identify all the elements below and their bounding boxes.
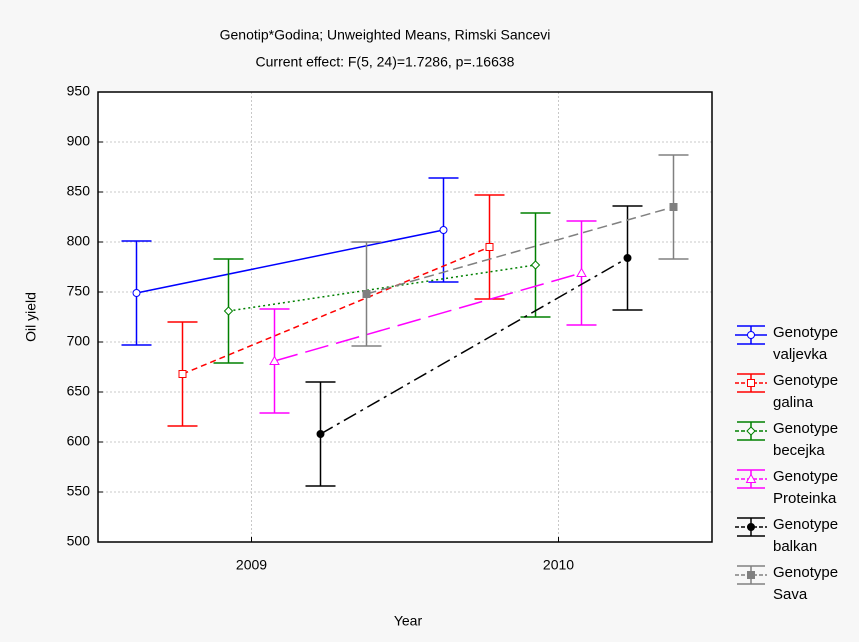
series-line — [274, 272, 582, 362]
y-axis-label: Oil yield — [23, 292, 39, 342]
series-line — [136, 229, 444, 294]
legend-label: Genotype Proteinka — [773, 468, 839, 507]
series-line — [182, 246, 490, 375]
legend-label: Genotype balkan — [773, 516, 839, 555]
marker — [269, 355, 280, 365]
legend-symbol — [735, 517, 767, 537]
plot-border — [97, 91, 713, 543]
marker — [530, 260, 541, 270]
legend-label: Genotype valjevka — [773, 324, 839, 363]
marker — [746, 426, 756, 436]
legend-item: Genotype Sava — [733, 562, 857, 610]
marker — [485, 243, 494, 251]
marker — [747, 379, 755, 387]
legend-symbol — [735, 469, 767, 489]
marker — [316, 430, 325, 438]
marker — [747, 523, 755, 531]
legend-symbol — [735, 565, 767, 585]
legend-item: Genotype becejka — [733, 418, 857, 466]
marker — [439, 226, 448, 234]
marker — [362, 290, 371, 298]
y-tick-label: 600 — [67, 433, 91, 449]
marker — [747, 571, 755, 579]
y-tick-label: 850 — [67, 183, 91, 199]
x-tick-label: 2010 — [543, 557, 574, 573]
marker — [576, 267, 587, 277]
x-tick-label: 2009 — [236, 557, 267, 573]
y-tick-label: 900 — [67, 133, 91, 149]
legend-label: Genotype becejka — [773, 420, 839, 459]
legend-item: Genotype balkan — [733, 514, 857, 562]
legend-symbol — [735, 325, 767, 345]
y-tick-label: 500 — [67, 533, 91, 549]
marker — [747, 331, 755, 339]
legend-label: Genotype galina — [773, 372, 839, 411]
legend-label: Genotype Sava — [773, 564, 839, 603]
y-tick-label: 650 — [67, 383, 91, 399]
legend: Genotype valjevka Genotype galina Genotype… — [733, 322, 857, 610]
plot-area — [98, 92, 712, 542]
marker — [745, 473, 757, 483]
y-tick-label: 700 — [67, 333, 91, 349]
series-line — [320, 257, 628, 435]
y-tick-label: 550 — [67, 483, 91, 499]
legend-item: Genotype galina — [733, 370, 857, 418]
y-tick-label: 950 — [67, 83, 91, 99]
legend-symbol — [735, 421, 767, 441]
y-tick-label: 750 — [67, 283, 91, 299]
marker — [132, 289, 141, 297]
series-line — [366, 206, 674, 295]
chart-subtitle: Current effect: F(5, 24)=1.7286, p=.1663… — [256, 54, 515, 70]
marker — [623, 254, 632, 262]
y-tick-label: 800 — [67, 233, 91, 249]
marker — [178, 370, 187, 378]
series-line — [228, 264, 536, 312]
chart-title: Genotip*Godina; Unweighted Means, Rimski… — [220, 27, 551, 43]
legend-symbol — [735, 373, 767, 393]
legend-item: Genotype valjevka — [733, 322, 857, 370]
legend-item: Genotype Proteinka — [733, 466, 857, 514]
marker — [669, 203, 678, 211]
marker — [223, 306, 234, 316]
x-axis-label: Year — [394, 613, 423, 629]
